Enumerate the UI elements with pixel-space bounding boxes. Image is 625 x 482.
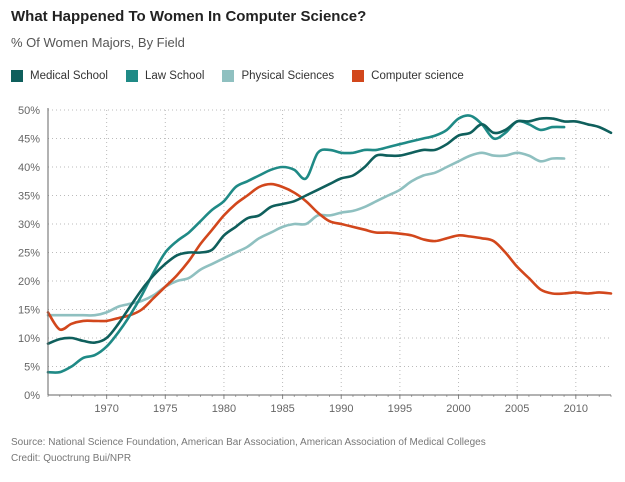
- chart-title: What Happened To Women In Computer Scien…: [11, 8, 367, 25]
- legend-item-medical-school: Medical School: [11, 70, 108, 82]
- x-tick-label: 2010: [564, 403, 588, 415]
- y-tick-label: 5%: [24, 362, 40, 374]
- legend-item-law-school: Law School: [125, 70, 205, 82]
- source-note: Source: National Science Foundation, Ame…: [11, 437, 486, 448]
- series-line-medical-school: [46, 116, 613, 345]
- series-line-law-school: [46, 114, 566, 374]
- legend-swatch-physical-sciences: [222, 70, 235, 82]
- y-tick-label: 35%: [18, 191, 40, 203]
- x-tick-label: 1995: [388, 403, 412, 415]
- y-tick-label: 30%: [18, 219, 40, 231]
- chart-subtitle: % Of Women Majors, By Field: [11, 35, 185, 50]
- legend: Medical School Law School Physical Scien…: [11, 70, 482, 82]
- y-tick-label: 0%: [24, 390, 40, 402]
- y-tick-label: 25%: [18, 248, 40, 260]
- x-tick-label: 1990: [329, 403, 353, 415]
- x-tick-label: 1975: [153, 403, 177, 415]
- y-tick-label: 50%: [18, 105, 40, 117]
- y-tick-label: 45%: [18, 134, 40, 146]
- legend-item-computer-science: Computer science: [352, 70, 464, 82]
- legend-swatch-medical-school: [11, 70, 23, 82]
- legend-label-law-school: Law School: [144, 70, 205, 82]
- x-tick-label: 1985: [270, 403, 294, 415]
- y-tick-label: 40%: [18, 162, 40, 174]
- series-line-computer-science: [46, 182, 613, 332]
- legend-swatch-law-school: [125, 70, 138, 82]
- credit-note: Credit: Quoctrung Bui/NPR: [11, 453, 132, 464]
- y-tick-label: 10%: [18, 333, 40, 345]
- y-tick-label: 15%: [18, 305, 40, 317]
- x-tick-label: 1970: [94, 403, 118, 415]
- legend-label-physical-sciences: Physical Sciences: [241, 70, 335, 82]
- x-tick-label: 2000: [446, 403, 470, 415]
- legend-label-medical-school: Medical School: [30, 70, 108, 82]
- axes: 0% 5% 10% 15% 20% 25% 30% 35% 40% 45% 50% 1970 1975 1…: [18, 105, 612, 415]
- legend-label-computer-science: Computer science: [371, 70, 464, 82]
- x-tick-label: 2005: [505, 403, 529, 415]
- y-tick-label: 20%: [18, 276, 40, 288]
- legend-swatch-computer-science: [352, 70, 365, 82]
- grid: [48, 109, 611, 395]
- series-lines: [46, 114, 613, 374]
- x-tick-label: 1980: [212, 403, 236, 415]
- legend-item-physical-sciences: Physical Sciences: [222, 70, 334, 82]
